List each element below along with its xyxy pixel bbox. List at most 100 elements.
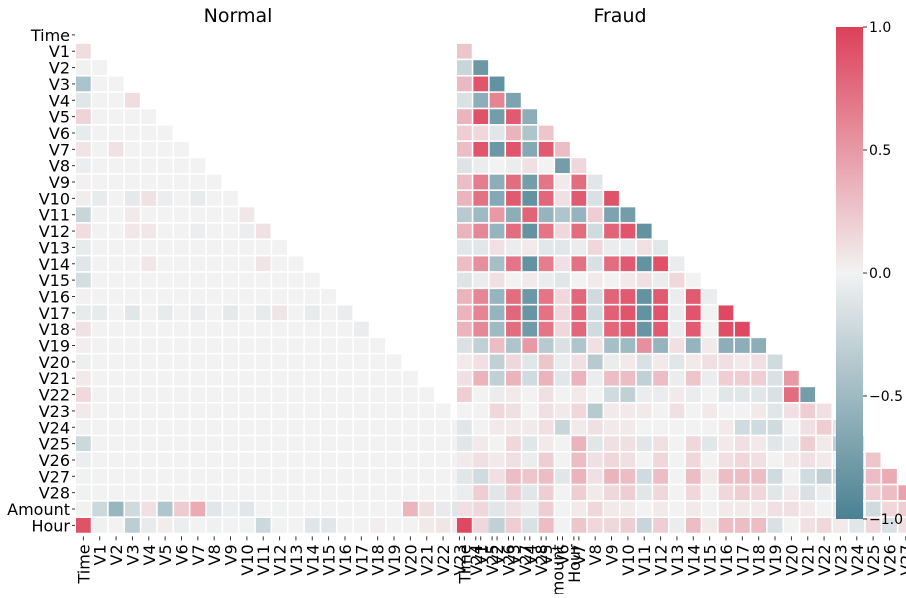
fraud-cell [604, 354, 619, 370]
fraud-cell [604, 305, 619, 321]
normal-cell [403, 485, 418, 501]
normal-cell [157, 468, 173, 484]
normal-cell [190, 174, 206, 190]
normal-cell [353, 468, 369, 484]
fraud-cell [538, 485, 554, 501]
fraud-cell [555, 272, 570, 288]
fraud-cell [604, 256, 619, 272]
normal-cell [353, 452, 369, 468]
fraud-cell [702, 354, 717, 370]
fraud-cell [784, 501, 799, 517]
normal-cell [92, 289, 108, 304]
fraud-cell [702, 289, 717, 304]
normal-cell [92, 158, 108, 174]
normal-x-tick-label: V11 [254, 544, 273, 575]
normal-cell [190, 207, 206, 223]
fraud-cell [571, 436, 587, 451]
fraud-cell [522, 436, 538, 451]
fraud-cell [734, 403, 750, 419]
fraud-cell [898, 485, 906, 501]
fraud-cell [457, 518, 472, 533]
normal-cell [190, 419, 206, 435]
normal-cell [255, 468, 271, 484]
normal-cell [304, 468, 320, 484]
fraud-cell [636, 468, 652, 484]
normal-cell [223, 485, 238, 501]
normal-cell [337, 452, 353, 468]
fraud-cell [718, 321, 734, 337]
normal-cell [403, 370, 418, 386]
fraud-cell [506, 207, 521, 223]
normal-y-tick-label: V4 [49, 91, 70, 110]
normal-cell [370, 518, 386, 533]
normal-cell [337, 468, 353, 484]
normal-cell [321, 501, 336, 517]
normal-y-tick-label: V24 [39, 418, 70, 437]
normal-cell [190, 403, 206, 419]
fraud-cell [604, 387, 619, 402]
normal-y-tick-label: V12 [39, 222, 70, 241]
normal-cell [403, 501, 418, 517]
fraud-cell [489, 354, 505, 370]
normal-cell [255, 518, 271, 533]
normal-cell [108, 125, 124, 141]
normal-y-tick-label: V28 [39, 484, 70, 503]
normal-y-tick-label: V16 [39, 287, 70, 306]
normal-cell [304, 419, 320, 435]
colorbar-tick-label: 0.5 [869, 143, 891, 159]
fraud-cell [555, 256, 570, 272]
colorbar-tick-label: 1.0 [869, 20, 891, 36]
fraud-cell [506, 109, 521, 124]
normal-cell [108, 272, 124, 288]
fraud-cell [587, 207, 603, 223]
fraud-cell [571, 501, 587, 517]
fraud-cell [457, 370, 472, 386]
normal-y-tick-label: V21 [39, 369, 70, 388]
normal-cell [92, 92, 108, 108]
fraud-cell [734, 452, 750, 468]
fraud-cell [457, 174, 472, 190]
normal-cell [239, 207, 255, 223]
normal-y-tick-label: V27 [39, 467, 70, 486]
normal-cell [321, 387, 336, 402]
normal-cell [223, 452, 238, 468]
fraud-cell [538, 305, 554, 321]
fraud-cell [457, 141, 472, 157]
fraud-x-tick-label: V19 [766, 544, 785, 575]
fraud-cell [538, 387, 554, 402]
normal-cell [272, 305, 287, 321]
fraud-cell [620, 305, 636, 321]
normal-cell [419, 518, 435, 533]
fraud-cell [653, 485, 668, 501]
fraud-cell [538, 518, 554, 533]
fraud-cell [653, 468, 668, 484]
normal-cell [174, 240, 189, 255]
normal-cell [157, 436, 173, 451]
normal-cell [337, 370, 353, 386]
normal-cell [206, 403, 222, 419]
normal-cell [206, 174, 222, 190]
normal-cell [76, 207, 91, 223]
normal-cell [272, 501, 287, 517]
fraud-cell [473, 125, 489, 141]
fraud-cell [702, 436, 717, 451]
normal-cell [288, 436, 304, 451]
fraud-cell [506, 141, 521, 157]
normal-cell [92, 419, 108, 435]
fraud-cell [587, 370, 603, 386]
fraud-cell [555, 387, 570, 402]
normal-cell [321, 289, 336, 304]
normal-cell [239, 370, 255, 386]
normal-cell [125, 452, 140, 468]
normal-x-tick-label: V27 [516, 544, 535, 575]
fraud-cell [522, 485, 538, 501]
fraud-cell [620, 436, 636, 451]
normal-cell [304, 354, 320, 370]
colorbar-tick-label: −1.0 [869, 512, 903, 528]
normal-cell [223, 419, 238, 435]
fraud-cell [571, 354, 587, 370]
normal-cell [419, 419, 435, 435]
normal-y-tick-label: V11 [39, 206, 70, 225]
fraud-cell [620, 387, 636, 402]
fraud-cell [751, 370, 767, 386]
